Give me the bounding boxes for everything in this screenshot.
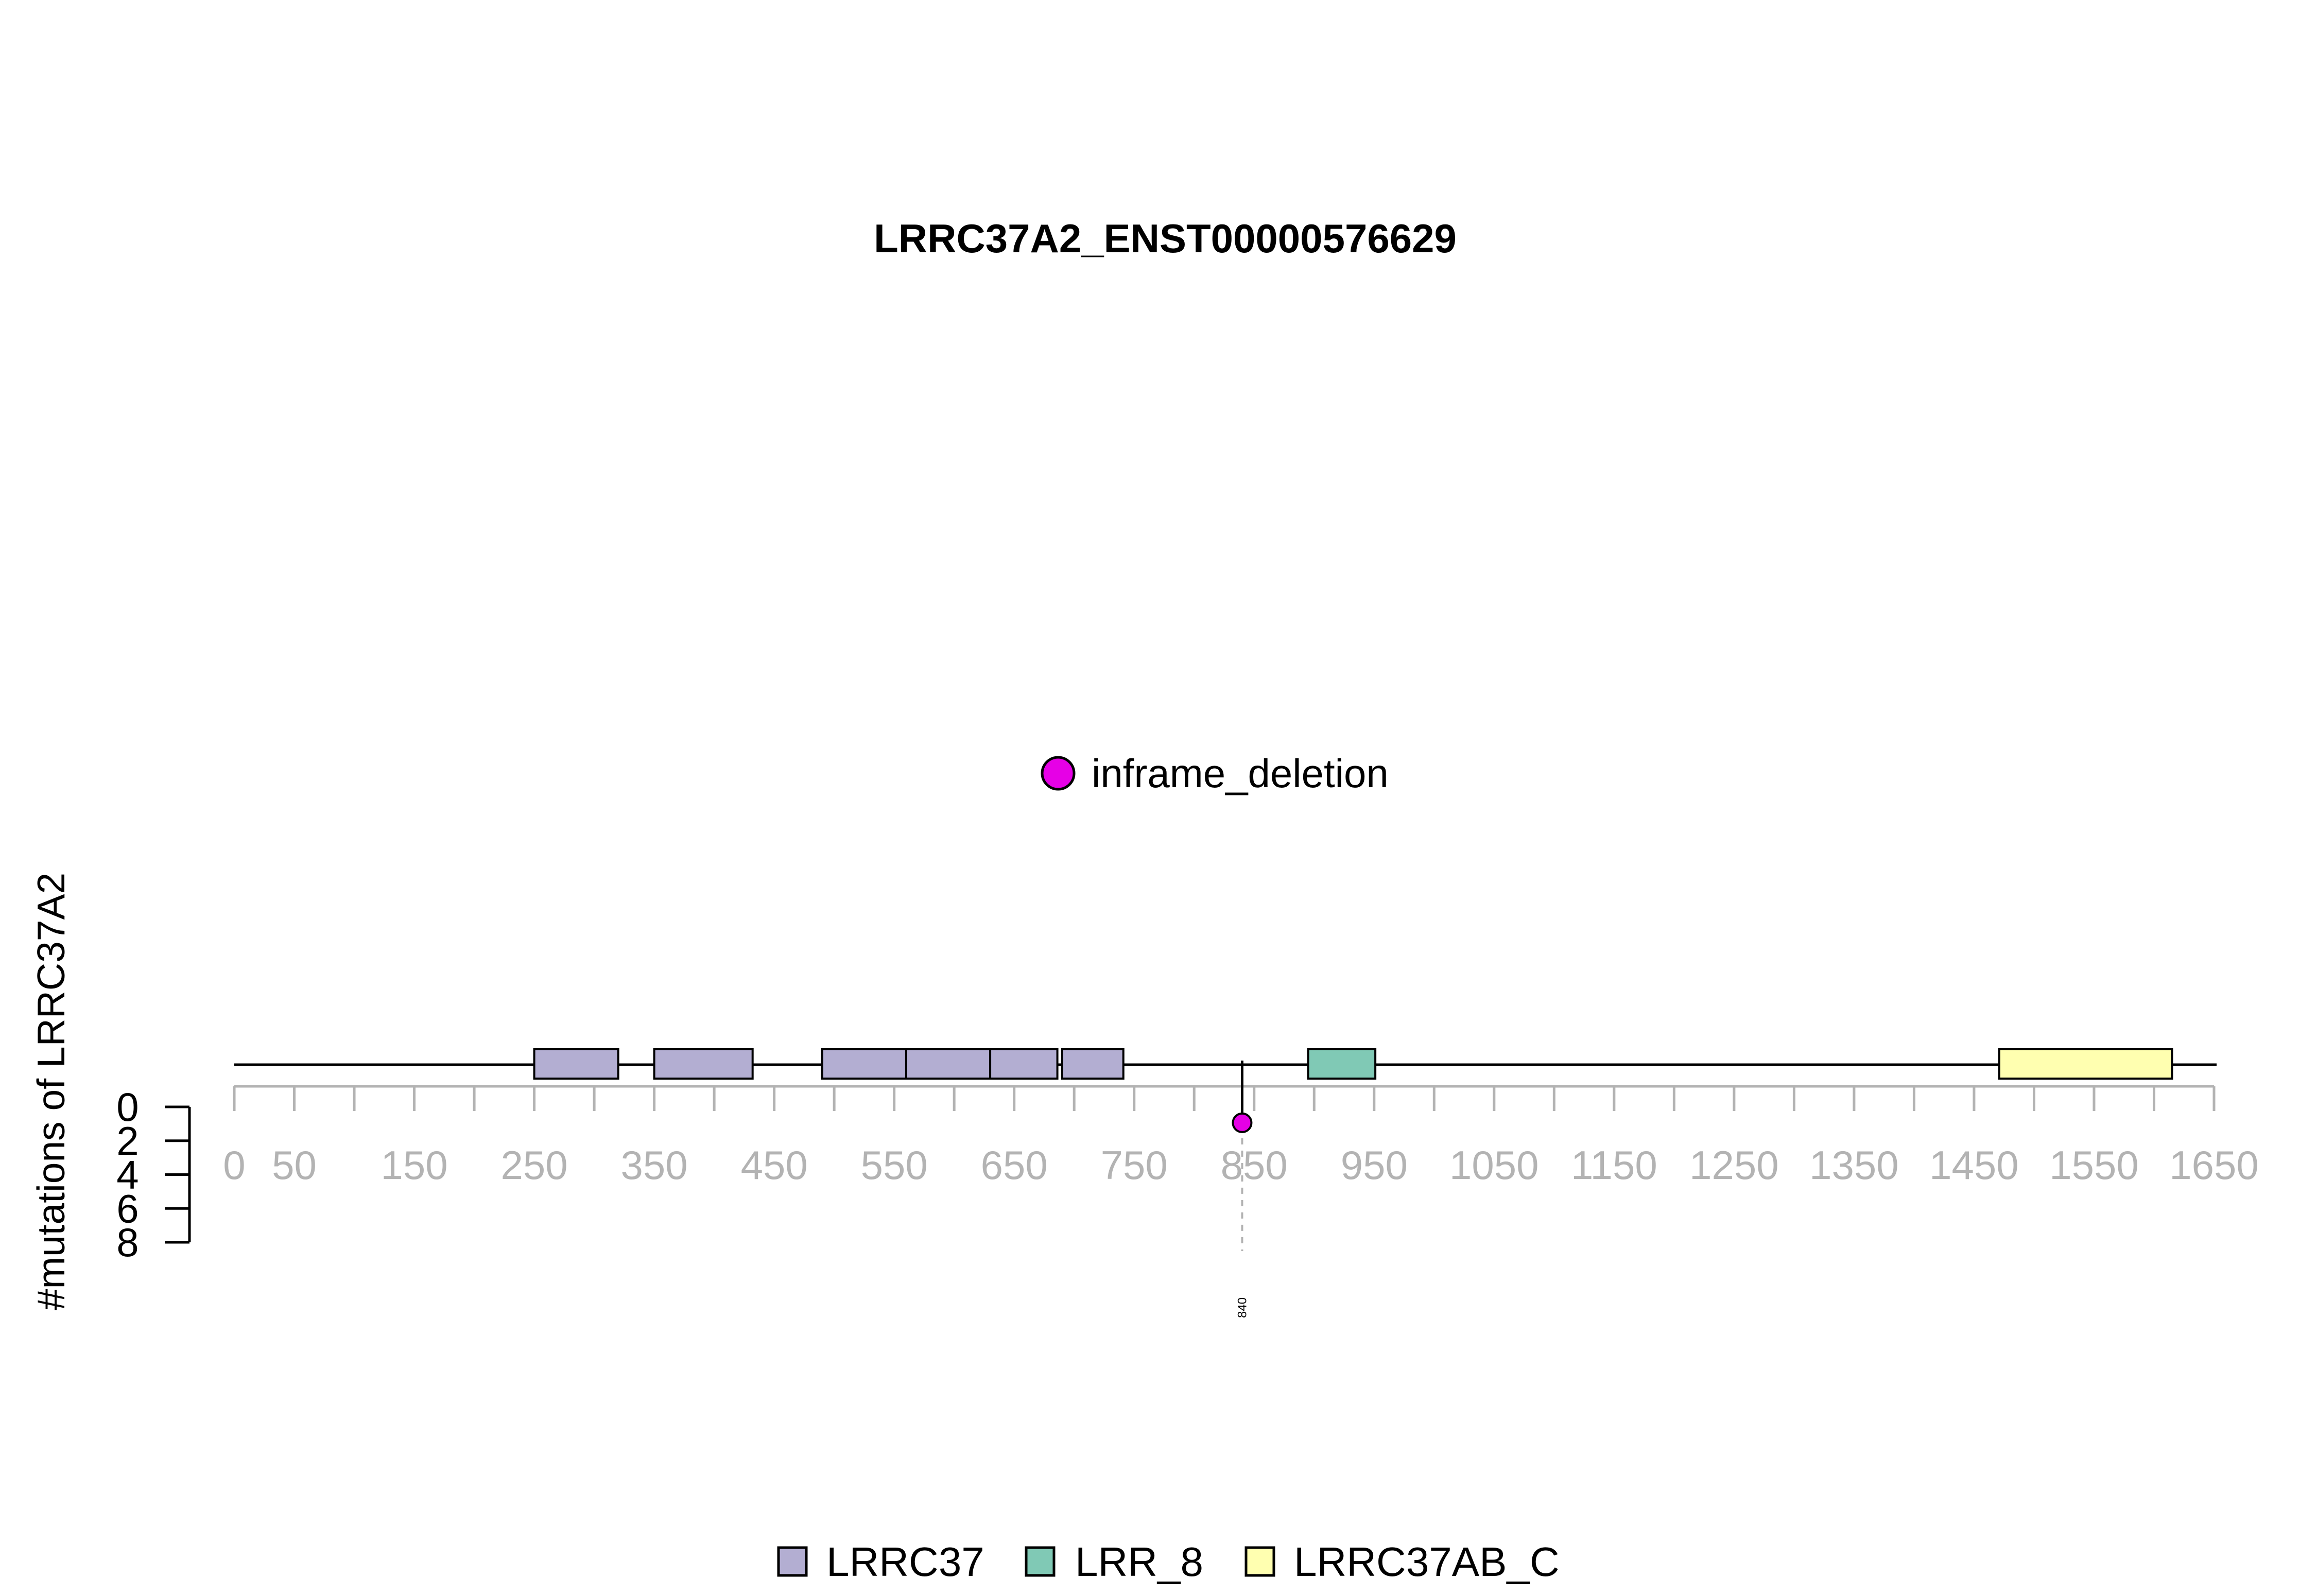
x-tick-label-250: 250 bbox=[501, 1142, 568, 1188]
domain-lrrc37-4 bbox=[989, 1048, 1059, 1080]
x-tick-label-1050: 1050 bbox=[1449, 1142, 1539, 1188]
y-tick-label-2: 2 bbox=[116, 1118, 139, 1164]
domain-lrrc37-1 bbox=[653, 1048, 754, 1080]
domain-track bbox=[533, 1048, 2173, 1080]
y-tick-label-0: 0 bbox=[116, 1084, 139, 1130]
x-tick-label-450: 450 bbox=[741, 1142, 808, 1188]
y-tick-label-4: 4 bbox=[116, 1152, 139, 1198]
x-tick-label-1150: 1150 bbox=[1571, 1142, 1657, 1188]
x-tick-label-350: 350 bbox=[621, 1142, 688, 1188]
y-axis-label: #mutations of LRRC37A2 bbox=[29, 873, 73, 1310]
domain-lrrc37ab-c-7 bbox=[1998, 1048, 2173, 1080]
mutation-legend-label-0: inframe_deletion bbox=[1092, 751, 1389, 796]
domain-legend: LRRC37 LRR_8 LRRC37AB_C bbox=[777, 1539, 1560, 1585]
domain-lrr-8-6 bbox=[1307, 1048, 1377, 1080]
domain-legend-swatch-0 bbox=[777, 1546, 808, 1577]
domain-legend-label-1: LRR_8 bbox=[1075, 1539, 1203, 1585]
x-tick-label-1350: 1350 bbox=[1809, 1142, 1899, 1188]
domain-legend-label-0: LRRC37 bbox=[826, 1539, 984, 1585]
chart-title: LRRC37A2_ENST00000576629 bbox=[874, 216, 1457, 261]
y-tick-label-8: 8 bbox=[116, 1220, 139, 1265]
mutation-legend: inframe_deletion bbox=[1041, 751, 1389, 796]
x-tick-label-550: 550 bbox=[861, 1142, 928, 1188]
x-tick-label-1450: 1450 bbox=[1929, 1142, 2019, 1188]
domain-lrrc37-2 bbox=[821, 1048, 907, 1080]
domain-lrrc37-3 bbox=[905, 1048, 992, 1080]
x-tick-label-950: 950 bbox=[1341, 1142, 1408, 1188]
domain-lrrc37-5 bbox=[1061, 1048, 1125, 1080]
domain-legend-swatch-1 bbox=[1025, 1546, 1056, 1577]
x-tick-label-650: 650 bbox=[981, 1142, 1048, 1188]
mutation-track: 840 bbox=[1232, 1061, 1253, 1318]
domain-legend-label-2: LRRC37AB_C bbox=[1294, 1539, 1560, 1585]
x-tick-label-750: 750 bbox=[1101, 1142, 1168, 1188]
x-tick-label-1550: 1550 bbox=[2049, 1142, 2139, 1188]
domain-legend-swatch-2 bbox=[1244, 1546, 1275, 1577]
x-tick-label-50: 50 bbox=[272, 1142, 317, 1188]
x-tick-label-850: 850 bbox=[1221, 1142, 1288, 1188]
mutation-legend-swatch-0 bbox=[1041, 756, 1076, 791]
x-tick-label-150: 150 bbox=[381, 1142, 447, 1188]
x-tick-label-1650: 1650 bbox=[2169, 1142, 2259, 1188]
x-axis: 0 50 150 250 350 450 550 650 750 850 950 1050 1150 12… bbox=[223, 1085, 2259, 1188]
mutation-label-0: 840 bbox=[1235, 1297, 1249, 1318]
domain-lrrc37-0 bbox=[533, 1048, 619, 1080]
x-tick-label-0: 0 bbox=[223, 1142, 245, 1188]
x-tick-label-1250: 1250 bbox=[1689, 1142, 1779, 1188]
y-tick-label-6: 6 bbox=[116, 1186, 139, 1231]
mutation-point-0 bbox=[1232, 1112, 1253, 1133]
